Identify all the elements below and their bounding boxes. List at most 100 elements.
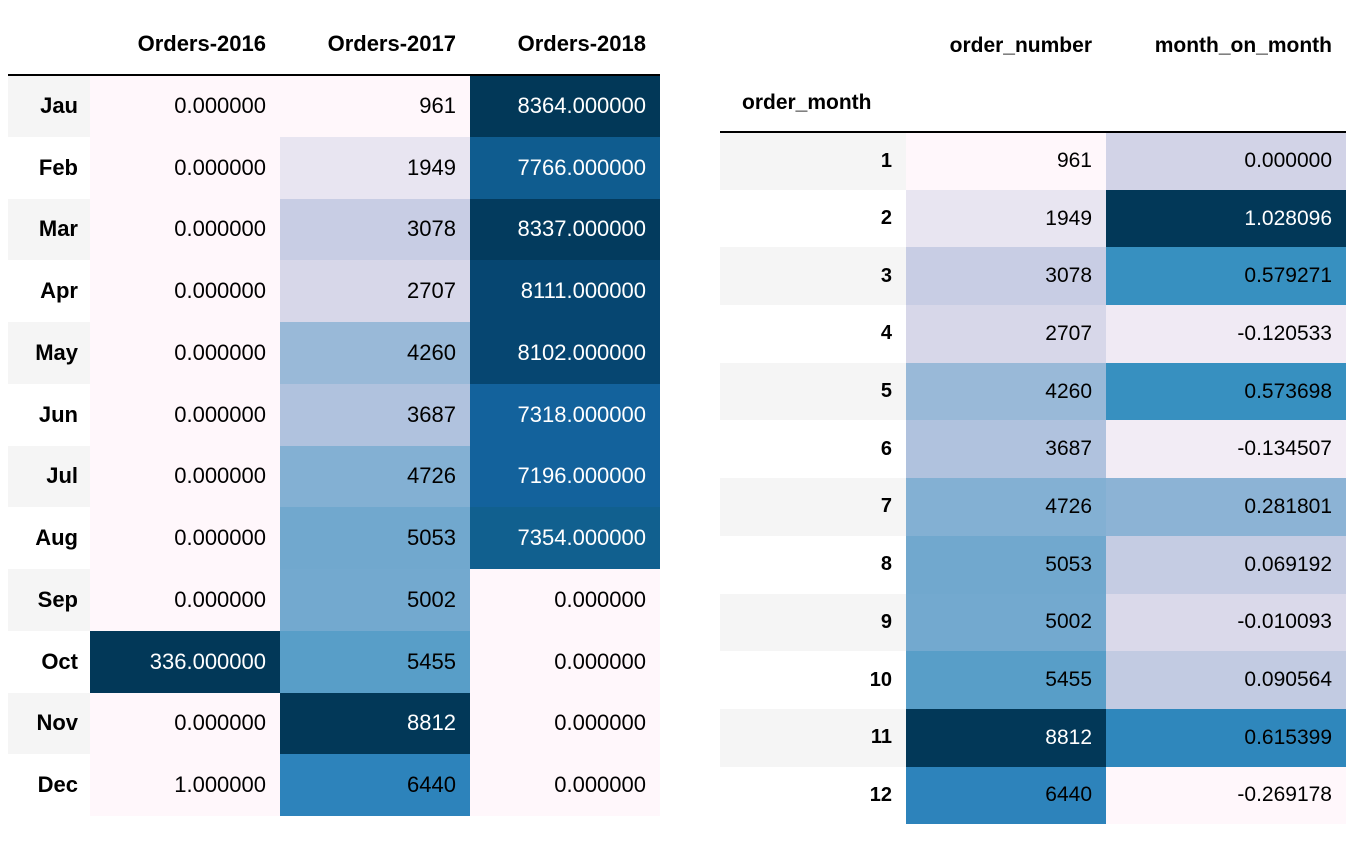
column-header: Orders-2016 bbox=[90, 14, 280, 76]
table-cell: 7766.000000 bbox=[470, 136, 660, 199]
table-cell: 7196.000000 bbox=[470, 445, 660, 508]
row-header: Jun bbox=[8, 383, 90, 446]
corner-cell bbox=[8, 14, 90, 76]
table-cell: 3078 bbox=[280, 198, 470, 261]
table-cell: 3687 bbox=[280, 383, 470, 446]
table-row: 2 1949 1.028096 bbox=[720, 189, 1346, 248]
table-cell: 5455 bbox=[280, 630, 470, 693]
row-header: 9 bbox=[720, 593, 906, 652]
row-header: 1 bbox=[720, 132, 906, 190]
row-header: 7 bbox=[720, 478, 906, 536]
row-header: 3 bbox=[720, 247, 906, 306]
table-row: Jul 0.000000 4726 7196.000000 bbox=[8, 445, 660, 508]
table-row: Dec 1.000000 6440 0.000000 bbox=[8, 754, 660, 816]
table-row: 4 2707 -0.120533 bbox=[720, 305, 1346, 363]
table-cell: 0.000000 bbox=[90, 383, 280, 446]
table-cell: 0.000000 bbox=[90, 569, 280, 631]
table-cell: 0.281801 bbox=[1106, 478, 1346, 536]
table-cell: 0.000000 bbox=[470, 754, 660, 816]
table-cell: 0.000000 bbox=[1106, 132, 1346, 190]
row-header: Apr bbox=[8, 260, 90, 322]
table-row: Jun 0.000000 3687 7318.000000 bbox=[8, 383, 660, 446]
table-cell: 4260 bbox=[280, 322, 470, 384]
table-cell: -0.010093 bbox=[1106, 593, 1346, 652]
table-cell: 0.000000 bbox=[90, 75, 280, 137]
row-header: Mar bbox=[8, 198, 90, 261]
table-cell: 5053 bbox=[280, 507, 470, 569]
header-row: Orders-2016 Orders-2017 Orders-2018 bbox=[8, 14, 660, 76]
table-cell: 1949 bbox=[280, 136, 470, 199]
table-cell: -0.269178 bbox=[1106, 766, 1346, 825]
table-row: Jau 0.000000 961 8364.000000 bbox=[8, 75, 660, 137]
column-header: order_number bbox=[949, 34, 1092, 57]
row-header: Jau bbox=[8, 75, 90, 137]
table-cell: 0.000000 bbox=[470, 630, 660, 693]
table-cell: 336.000000 bbox=[90, 630, 280, 693]
row-header: 2 bbox=[720, 189, 906, 248]
column-header: month_on_month bbox=[1154, 34, 1332, 57]
table-row: 5 4260 0.573698 bbox=[720, 362, 1346, 421]
row-header: Jul bbox=[8, 445, 90, 508]
table-row: Feb 0.000000 1949 7766.000000 bbox=[8, 136, 660, 199]
table-row: 8 5053 0.069192 bbox=[720, 535, 1346, 594]
table-cell: 8812 bbox=[280, 692, 470, 755]
table-row: 6 3687 -0.134507 bbox=[720, 420, 1346, 479]
row-header: 10 bbox=[720, 651, 906, 709]
table-row: 11 8812 0.615399 bbox=[720, 708, 1346, 767]
row-header: May bbox=[8, 322, 90, 384]
table-cell: 4726 bbox=[280, 445, 470, 508]
row-header: 4 bbox=[720, 305, 906, 363]
corner-cell bbox=[720, 18, 906, 74]
month-on-month-table: order_number month_on_month order_month … bbox=[720, 18, 1346, 825]
table-cell: 0.000000 bbox=[90, 445, 280, 508]
row-header: 6 bbox=[720, 420, 906, 479]
table-cell: 2707 bbox=[280, 260, 470, 322]
table-cell: 4726 bbox=[906, 478, 1106, 536]
table-cell: 8337.000000 bbox=[470, 198, 660, 261]
table-row: Nov 0.000000 8812 0.000000 bbox=[8, 692, 660, 755]
index-name-row: order_month bbox=[720, 74, 1346, 133]
blank-header-cell bbox=[1106, 74, 1346, 133]
table-cell: 7318.000000 bbox=[470, 383, 660, 446]
table-cell: 5455 bbox=[906, 651, 1106, 709]
table-cell: 961 bbox=[906, 132, 1106, 190]
row-header: Feb bbox=[8, 136, 90, 199]
table-cell: 8364.000000 bbox=[470, 75, 660, 137]
table-cell: 0.069192 bbox=[1106, 535, 1346, 594]
row-header: Sep bbox=[8, 569, 90, 631]
table-row: 9 5002 -0.010093 bbox=[720, 593, 1346, 652]
table-cell: 8812 bbox=[906, 708, 1106, 767]
row-header: Aug bbox=[8, 507, 90, 569]
table-cell: 6440 bbox=[906, 766, 1106, 825]
table-row: 7 4726 0.281801 bbox=[720, 478, 1346, 536]
table-cell: 6440 bbox=[280, 754, 470, 816]
row-header: 8 bbox=[720, 535, 906, 594]
table-row: 1 961 0.000000 bbox=[720, 132, 1346, 190]
table-cell: 0.000000 bbox=[90, 507, 280, 569]
row-header: 5 bbox=[720, 362, 906, 421]
table-cell: 0.000000 bbox=[90, 692, 280, 755]
orders-by-year-table: Orders-2016 Orders-2017 Orders-2018 Jau 0… bbox=[8, 14, 660, 816]
table-cell: 1949 bbox=[906, 189, 1106, 248]
table-cell: 0.000000 bbox=[470, 569, 660, 631]
header-row: order_number month_on_month bbox=[720, 18, 1346, 74]
table-row: 3 3078 0.579271 bbox=[720, 247, 1346, 306]
table-cell: 0.000000 bbox=[90, 136, 280, 199]
column-header: Orders-2018 bbox=[470, 14, 660, 76]
table-cell: 5053 bbox=[906, 535, 1106, 594]
blank-header-cell bbox=[906, 74, 1106, 133]
table-cell: 1.000000 bbox=[90, 754, 280, 816]
table-cell: 8102.000000 bbox=[470, 322, 660, 384]
row-header: Nov bbox=[8, 692, 90, 755]
table-cell: 0.000000 bbox=[90, 198, 280, 261]
table-row: 12 6440 -0.269178 bbox=[720, 766, 1346, 825]
table-cell: 3078 bbox=[906, 247, 1106, 306]
table-cell: 0.000000 bbox=[470, 692, 660, 755]
row-header: Dec bbox=[8, 754, 90, 816]
row-header: Oct bbox=[8, 630, 90, 693]
row-header: 11 bbox=[720, 708, 906, 767]
table-cell: 2707 bbox=[906, 305, 1106, 363]
table-row: Sep 0.000000 5002 0.000000 bbox=[8, 569, 660, 631]
table-cell: 0.573698 bbox=[1106, 362, 1346, 421]
index-name: order_month bbox=[720, 74, 906, 133]
